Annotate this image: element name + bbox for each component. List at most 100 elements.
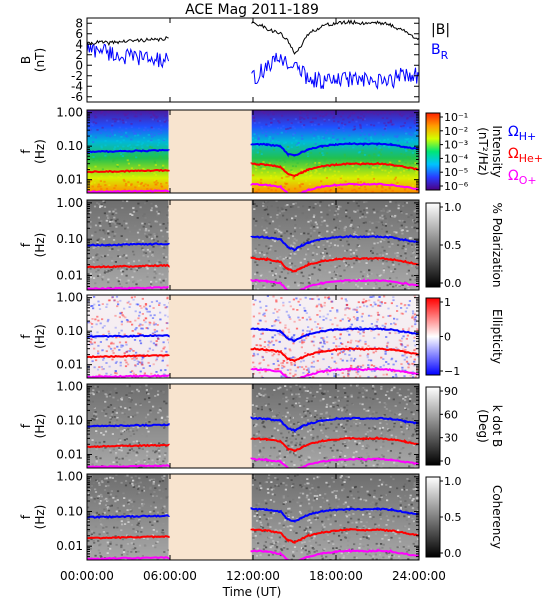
y-axis: 1.00 0.10 0.01 [56, 106, 419, 194]
y-tick-label: -2 [71, 69, 83, 83]
y-axis-label: f [19, 242, 33, 247]
gyrofrequency-hplus-line [87, 242, 170, 247]
colorbar-scale [425, 386, 441, 466]
y-tick-label: 1.00 [56, 291, 83, 305]
gyrofrequency-hplus-line [87, 334, 170, 339]
y-axis: 1.00 0.10 0.01 [56, 470, 419, 561]
gyrofrequency-heplus-line [250, 161, 419, 179]
y-tick-label: 1.00 [56, 380, 83, 394]
colorbar-label: % Polarization [490, 203, 504, 288]
y-tick-label: 4 [75, 37, 83, 51]
heatmap-texture [252, 200, 419, 290]
y-tick-label: 0.10 [56, 232, 83, 246]
heatmap-texture [252, 295, 419, 378]
gyrofrequency-oplus-line [250, 457, 419, 468]
y-axis-label: f [19, 514, 33, 519]
x-tick-label: 12:00:00 [226, 569, 280, 583]
y-tick-label: 0.01 [56, 448, 83, 462]
colorbar-tick-label: 10⁻⁶ [444, 180, 469, 193]
y-tick-label: -4 [71, 79, 83, 93]
gyrofrequency-oplus-line [87, 374, 170, 378]
data-gap [168, 18, 252, 102]
colorbar: 1 0 −1 Ellipticity [425, 296, 504, 378]
data-gap [168, 384, 252, 468]
chart-title: ACE Mag 2011-189 [185, 2, 319, 18]
gyrofrequency-hplus-line [250, 416, 419, 433]
gyrofrequency-hplus-line [87, 423, 170, 428]
y-tick-label: 0.10 [56, 414, 83, 428]
y-axis-unit: (Hz) [33, 324, 47, 349]
y-axis-unit: (Hz) [33, 233, 47, 258]
x-tick-label: 06:00:00 [143, 569, 197, 583]
gyrofrequency-hplus-line [250, 234, 419, 253]
x-axis-label: Time (UT) [222, 585, 282, 599]
colorbar-tick-label: 10⁻⁵ [444, 166, 468, 179]
data-gap [168, 110, 252, 193]
gyrofrequency-hplus-line [250, 327, 419, 343]
y-axis-label: f [19, 334, 33, 339]
gyrofrequency-heplus-line [87, 443, 170, 449]
panel-frame [86, 17, 420, 103]
y-axis: 1.00 0.10 0.01 [56, 291, 419, 379]
colorbar-tick-label: 1 [444, 296, 451, 309]
series-b-radial-line [251, 52, 419, 90]
colorbar-tick-label: 30 [444, 432, 458, 445]
heatmap-segment [251, 110, 419, 193]
colorbar-tick-label: 10⁻² [444, 125, 468, 138]
y-tick-label: 0.01 [56, 173, 83, 187]
gyrofrequency-heplus-line [250, 346, 419, 363]
panel-4: 1.00 0.10 0.01 f (Hz) 1 0 −1 Ellipticity [19, 291, 504, 379]
y-tick-label: 1.00 [56, 106, 83, 120]
heatmap-texture [87, 474, 171, 560]
colorbar-unit: (Deg) [476, 409, 490, 443]
panel1-legend: |B| BR [431, 22, 450, 62]
y-axis-label: B [19, 56, 33, 64]
gyrofrequency-heplus-line [250, 527, 419, 544]
gyrofrequency-heplus-line [87, 263, 170, 269]
colorbar: 1.0 0.5 0.0 % Polarization [425, 201, 504, 290]
y-tick-label: 0 [75, 58, 83, 72]
y-tick-label: 0.01 [56, 269, 83, 283]
colorbar-label: Coherency [490, 485, 504, 549]
y-axis: 1.00 0.10 0.01 [56, 380, 419, 469]
colorbar: 90 60 30 0 k dot B(Deg) [425, 385, 504, 468]
gyrofrequency-heplus-line [87, 168, 170, 174]
gyrofrequency-heplus-line [250, 435, 419, 453]
y-axis-unit: (Hz) [33, 414, 47, 439]
colorbar-label: k dot B [490, 405, 504, 447]
colorbar-tick-label: 0 [444, 455, 451, 468]
data-gap [168, 200, 252, 290]
gyrofrequency-oplus-line [250, 278, 419, 290]
colorbar-unit: (nT²/Hz) [476, 127, 490, 175]
colorbar-tick-label: 60 [444, 408, 458, 421]
series-b-magnitude-line [251, 19, 419, 55]
colorbar-tick-label: 1.0 [444, 201, 462, 214]
colorbar-tick-label: 10⁻³ [444, 139, 468, 152]
panel-5: 1.00 0.10 0.01 f (Hz) 90 60 30 0 k dot B(Deg) [19, 380, 504, 469]
x-tick-label: 18:00:00 [309, 569, 363, 583]
y-tick-label: 0.01 [56, 358, 83, 372]
legend-b-magnitude: |B| [431, 22, 450, 38]
y-tick-label: 0.10 [56, 139, 83, 153]
x-tick-label: 24:00:00 [392, 569, 446, 583]
colorbar-tick-label: 0.0 [444, 547, 462, 560]
colorbar-tick-label: 10⁻⁴ [444, 152, 469, 165]
colorbar-tick-label: −1 [444, 365, 460, 378]
y-tick-label: -6 [71, 90, 83, 104]
y-axis: 1.00 0.10 0.01 [56, 196, 419, 291]
time-axis: 00:00:00 06:00:00 12:00:00 18:00:00 24:00:00 [60, 18, 446, 583]
y-axis-label: f [19, 149, 33, 154]
colorbar-scale [425, 476, 441, 558]
gyrofrequency-hplus-line [250, 141, 419, 158]
gyrofrequency-heplus-line [87, 535, 170, 540]
gyrofrequency-hplus-line [87, 148, 170, 154]
gyrofrequency-oplus-line [87, 464, 170, 468]
y-axis-unit: (nT) [33, 48, 47, 72]
colorbar-scale [425, 297, 441, 376]
colorbar-tick-label: 0.5 [444, 511, 462, 524]
colorbar-scale [425, 202, 441, 288]
legend-omega-hplus: ΩH+ [508, 124, 536, 143]
x-tick-label: 00:00:00 [60, 569, 114, 583]
